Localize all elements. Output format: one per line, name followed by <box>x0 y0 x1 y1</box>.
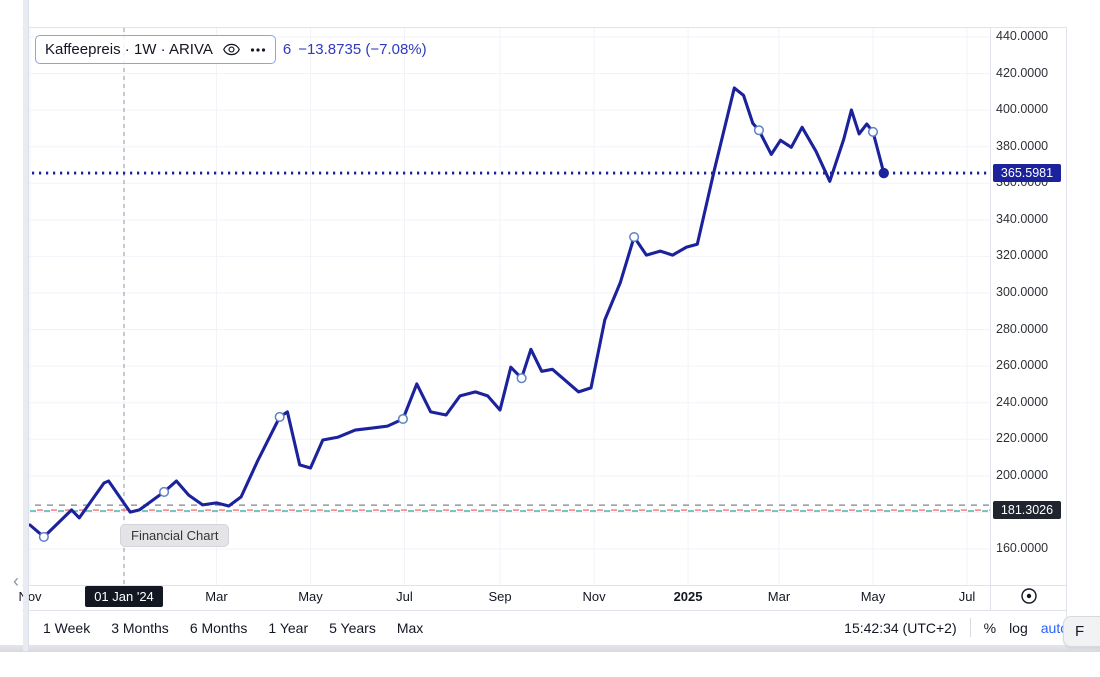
data-point-marker[interactable] <box>516 373 527 384</box>
time-axis-separator <box>22 585 1066 586</box>
clock-label: 15:42:34 (UTC+2) <box>844 619 957 636</box>
legend-values: 6 −13.8735 (−7.08%) <box>283 41 427 58</box>
widget-top-border <box>22 27 1067 28</box>
time-tick-label: May <box>860 589 886 604</box>
price-tick-label: 300.0000 <box>996 285 1049 299</box>
price-tick-label: 380.0000 <box>996 138 1049 153</box>
time-tick-label: May <box>298 589 323 604</box>
price-tick-label: 420.0000 <box>996 65 1049 80</box>
symbol-title: Kaffeepreis · 1W · ARIVA <box>45 41 213 58</box>
time-tick-label: 2025 <box>673 589 703 604</box>
time-axis-settings-icon[interactable] <box>1020 587 1038 610</box>
price-series-line[interactable] <box>28 86 886 539</box>
crosshair-date-badge: 01 Jan '24 <box>85 586 163 607</box>
legend-value-fragment: 6 <box>282 41 292 58</box>
legend: Kaffeepreis · 1W · ARIVA 6 −13.8735 (−7.… <box>35 35 427 64</box>
more-options-icon[interactable] <box>250 47 266 53</box>
last-price-badge: 365.5981 <box>993 164 1061 183</box>
legend-change: −13.8735 (−7.08%) <box>298 41 427 58</box>
edge-overflow-label: F <box>1075 623 1085 640</box>
widget-bottom-shadow <box>0 645 1100 652</box>
widget-right-border <box>1066 27 1067 645</box>
data-point-marker[interactable] <box>629 231 640 243</box>
range-toolbar: 1 Week 3 Months 6 Months 1 Year 5 Years … <box>43 610 423 645</box>
price-tick-label: 400.0000 <box>996 102 1049 117</box>
price-tick-label: 280.0000 <box>996 321 1049 336</box>
time-tick-label: Mar <box>767 589 791 604</box>
level-price-badge: 181.3026 <box>993 501 1061 520</box>
auto-scale-button[interactable]: auto <box>1040 619 1068 636</box>
data-point-marker[interactable] <box>274 411 285 423</box>
log-scale-button[interactable]: log <box>1009 619 1028 636</box>
chart-plot-area[interactable] <box>23 28 990 585</box>
time-tick-label: Nov <box>18 589 42 604</box>
data-point-marker[interactable] <box>397 413 409 425</box>
price-tick-label: 200.0000 <box>996 467 1049 482</box>
edge-overflow-button[interactable]: F <box>1063 616 1100 647</box>
time-tick-label: Jul <box>396 589 413 604</box>
percent-scale-button[interactable]: % <box>983 619 997 636</box>
range-3-months[interactable]: 3 Months <box>111 619 169 636</box>
scroll-left-icon[interactable]: ‹ <box>13 571 19 591</box>
range-max[interactable]: Max <box>396 619 424 636</box>
range-1-year[interactable]: 1 Year <box>268 619 309 636</box>
range-1-week[interactable]: 1 Week <box>43 619 91 636</box>
toolbar-divider <box>969 618 971 637</box>
price-tick-label: 260.0000 <box>996 358 1049 373</box>
data-point-marker[interactable] <box>753 125 764 136</box>
price-tick-label: 440.0000 <box>996 29 1049 43</box>
price-tick-label: 220.0000 <box>996 431 1049 446</box>
range-6-months[interactable]: 6 Months <box>189 619 248 636</box>
last-price-dot <box>878 167 889 179</box>
time-tick-label: Sep <box>488 589 512 604</box>
price-tick-label: 160.0000 <box>996 541 1049 555</box>
eye-icon[interactable] <box>222 40 241 59</box>
range-5-years[interactable]: 5 Years <box>329 619 376 636</box>
data-point-marker[interactable] <box>38 531 49 542</box>
price-axis-separator <box>990 27 991 610</box>
data-point-marker[interactable] <box>867 126 879 137</box>
price-tick-label: 340.0000 <box>996 211 1049 226</box>
legend-source-box[interactable]: Kaffeepreis · 1W · ARIVA <box>35 35 276 64</box>
toolbar-separator <box>22 610 1066 611</box>
time-tick-label: Mar <box>205 589 228 604</box>
toolbar-right: 15:42:34 (UTC+2) % log auto <box>844 610 1068 645</box>
chart-tooltip: Financial Chart <box>120 524 230 547</box>
price-tick-label: 320.0000 <box>996 248 1049 263</box>
left-edge-strip <box>23 0 29 651</box>
time-tick-label: Nov <box>582 589 606 604</box>
time-tick-label: Jul <box>958 589 976 604</box>
price-tick-label: 240.0000 <box>996 394 1049 409</box>
data-point-marker[interactable] <box>159 486 170 497</box>
